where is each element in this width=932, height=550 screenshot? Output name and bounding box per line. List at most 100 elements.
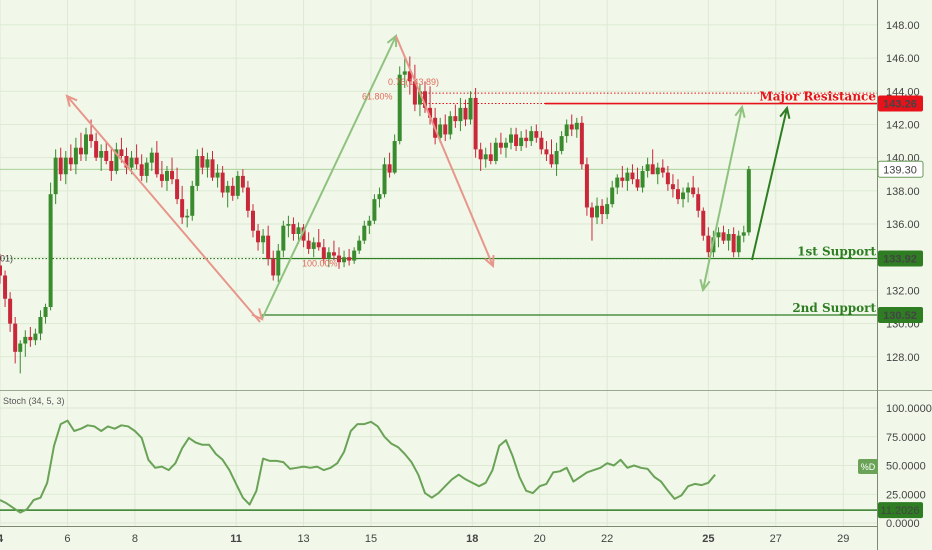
candle-body: [605, 204, 610, 215]
last-price-tag-label[interactable]: 139.30: [883, 164, 917, 176]
candle-body: [261, 235, 266, 243]
stoch-level-tag-box[interactable]: [878, 502, 923, 519]
price-tag-box[interactable]: [878, 306, 923, 323]
stoch-tick-label: 50.0000: [886, 461, 926, 473]
candle-body: [595, 205, 600, 218]
candle-body: [139, 164, 144, 176]
price-tag-box[interactable]: [878, 250, 923, 267]
time-tick-label: 8: [132, 533, 138, 545]
candle-body: [660, 167, 665, 173]
candle-body: [154, 152, 159, 175]
candle-body: [650, 164, 655, 175]
trend-arrow-head: [65, 94, 78, 107]
candle-body: [746, 169, 751, 233]
stochastic-oscillator: [0, 419, 877, 514]
time-tick-label: 22: [601, 533, 613, 545]
candle-body: [367, 220, 372, 226]
candle-body: [615, 177, 620, 188]
candle-body: [741, 232, 746, 236]
candle-body: [665, 172, 670, 185]
candle-body: [402, 71, 407, 75]
candle-body: [372, 199, 377, 221]
candle-body: [190, 185, 195, 216]
candle-body: [230, 185, 235, 196]
price-tags[interactable]: 143.26 133.92 130.52 139.30 11.2026 %D: [858, 95, 924, 519]
time-tick-label: 25: [702, 533, 714, 545]
candle-body: [119, 149, 124, 156]
candle-body: [600, 205, 605, 215]
candle-body: [28, 336, 33, 341]
candle-body: [240, 175, 245, 188]
candle-body: [180, 199, 185, 218]
candle-body: [134, 157, 139, 165]
candle-body: [352, 250, 357, 261]
trend-arrow-head: [779, 105, 791, 119]
candle-body: [569, 124, 574, 130]
stoch-indicator-label[interactable]: Stoch (34, 5, 3): [3, 396, 65, 406]
candle-body: [342, 257, 347, 263]
candle-body: [549, 154, 554, 165]
candle-body: [286, 224, 291, 226]
candle-body: [78, 147, 83, 155]
trend-arrow-shaft: [261, 35, 397, 320]
candle-body: [326, 252, 331, 259]
candle-body: [306, 240, 311, 249]
price-tag-label[interactable]: 130.52: [883, 310, 917, 322]
support-resistance-levels: [0, 92, 877, 316]
candle-body: [357, 240, 362, 251]
candle-body: [670, 184, 675, 190]
candle-body: [200, 156, 205, 168]
price-tick-label: 146.00: [886, 53, 920, 65]
candle-body: [0, 265, 2, 276]
candle-body: [38, 316, 43, 334]
candle-body: [458, 107, 463, 122]
candle-body: [529, 131, 534, 142]
price-tag-label[interactable]: 143.26: [883, 99, 917, 111]
candle-body: [564, 124, 569, 137]
price-tag-box[interactable]: [878, 95, 923, 112]
trend-arrows: [65, 33, 791, 323]
time-tick-label: 6: [64, 533, 70, 545]
candle-body: [205, 159, 210, 168]
candle-body: [220, 172, 225, 193]
stoch-level-tag-label[interactable]: 11.2026: [881, 505, 920, 517]
time-tick-label: 29: [837, 533, 849, 545]
trend-arrow-head: [699, 279, 711, 293]
candle-body: [149, 152, 154, 163]
candle-body: [43, 307, 48, 317]
price-tag-label[interactable]: 133.92: [883, 254, 917, 266]
candle-body: [534, 131, 539, 138]
candle-body: [498, 142, 503, 148]
candle-body: [554, 151, 559, 165]
candle-body: [271, 258, 276, 276]
stoch-tick-label: 25.0000: [886, 489, 926, 501]
candle-body: [33, 333, 38, 341]
candle-body: [301, 227, 306, 241]
candle-body: [463, 107, 468, 120]
stoch-series-tag-label[interactable]: %D: [861, 462, 876, 472]
candle-body: [716, 232, 721, 238]
candle-body: [164, 170, 169, 181]
candle-body: [215, 172, 220, 178]
price-tick-label: 128.00: [886, 352, 920, 364]
candle-body: [706, 235, 711, 253]
candle-body: [48, 194, 53, 308]
candle-body: [175, 179, 180, 200]
candle-body: [124, 156, 129, 168]
time-tick-label: 11: [230, 533, 242, 545]
stoch-series-tag-box[interactable]: [858, 459, 878, 474]
candle-body: [509, 134, 514, 143]
last-price-tag-box[interactable]: [877, 160, 924, 178]
candle-body: [185, 215, 190, 218]
candle-body: [104, 151, 109, 161]
price-tick-label: 144.00: [886, 86, 920, 98]
candle-body: [23, 336, 28, 344]
candle-body: [559, 136, 564, 152]
candle-body: [589, 207, 594, 218]
candle-body: [655, 167, 660, 175]
candle-body: [18, 343, 23, 352]
candle-body: [610, 187, 615, 205]
